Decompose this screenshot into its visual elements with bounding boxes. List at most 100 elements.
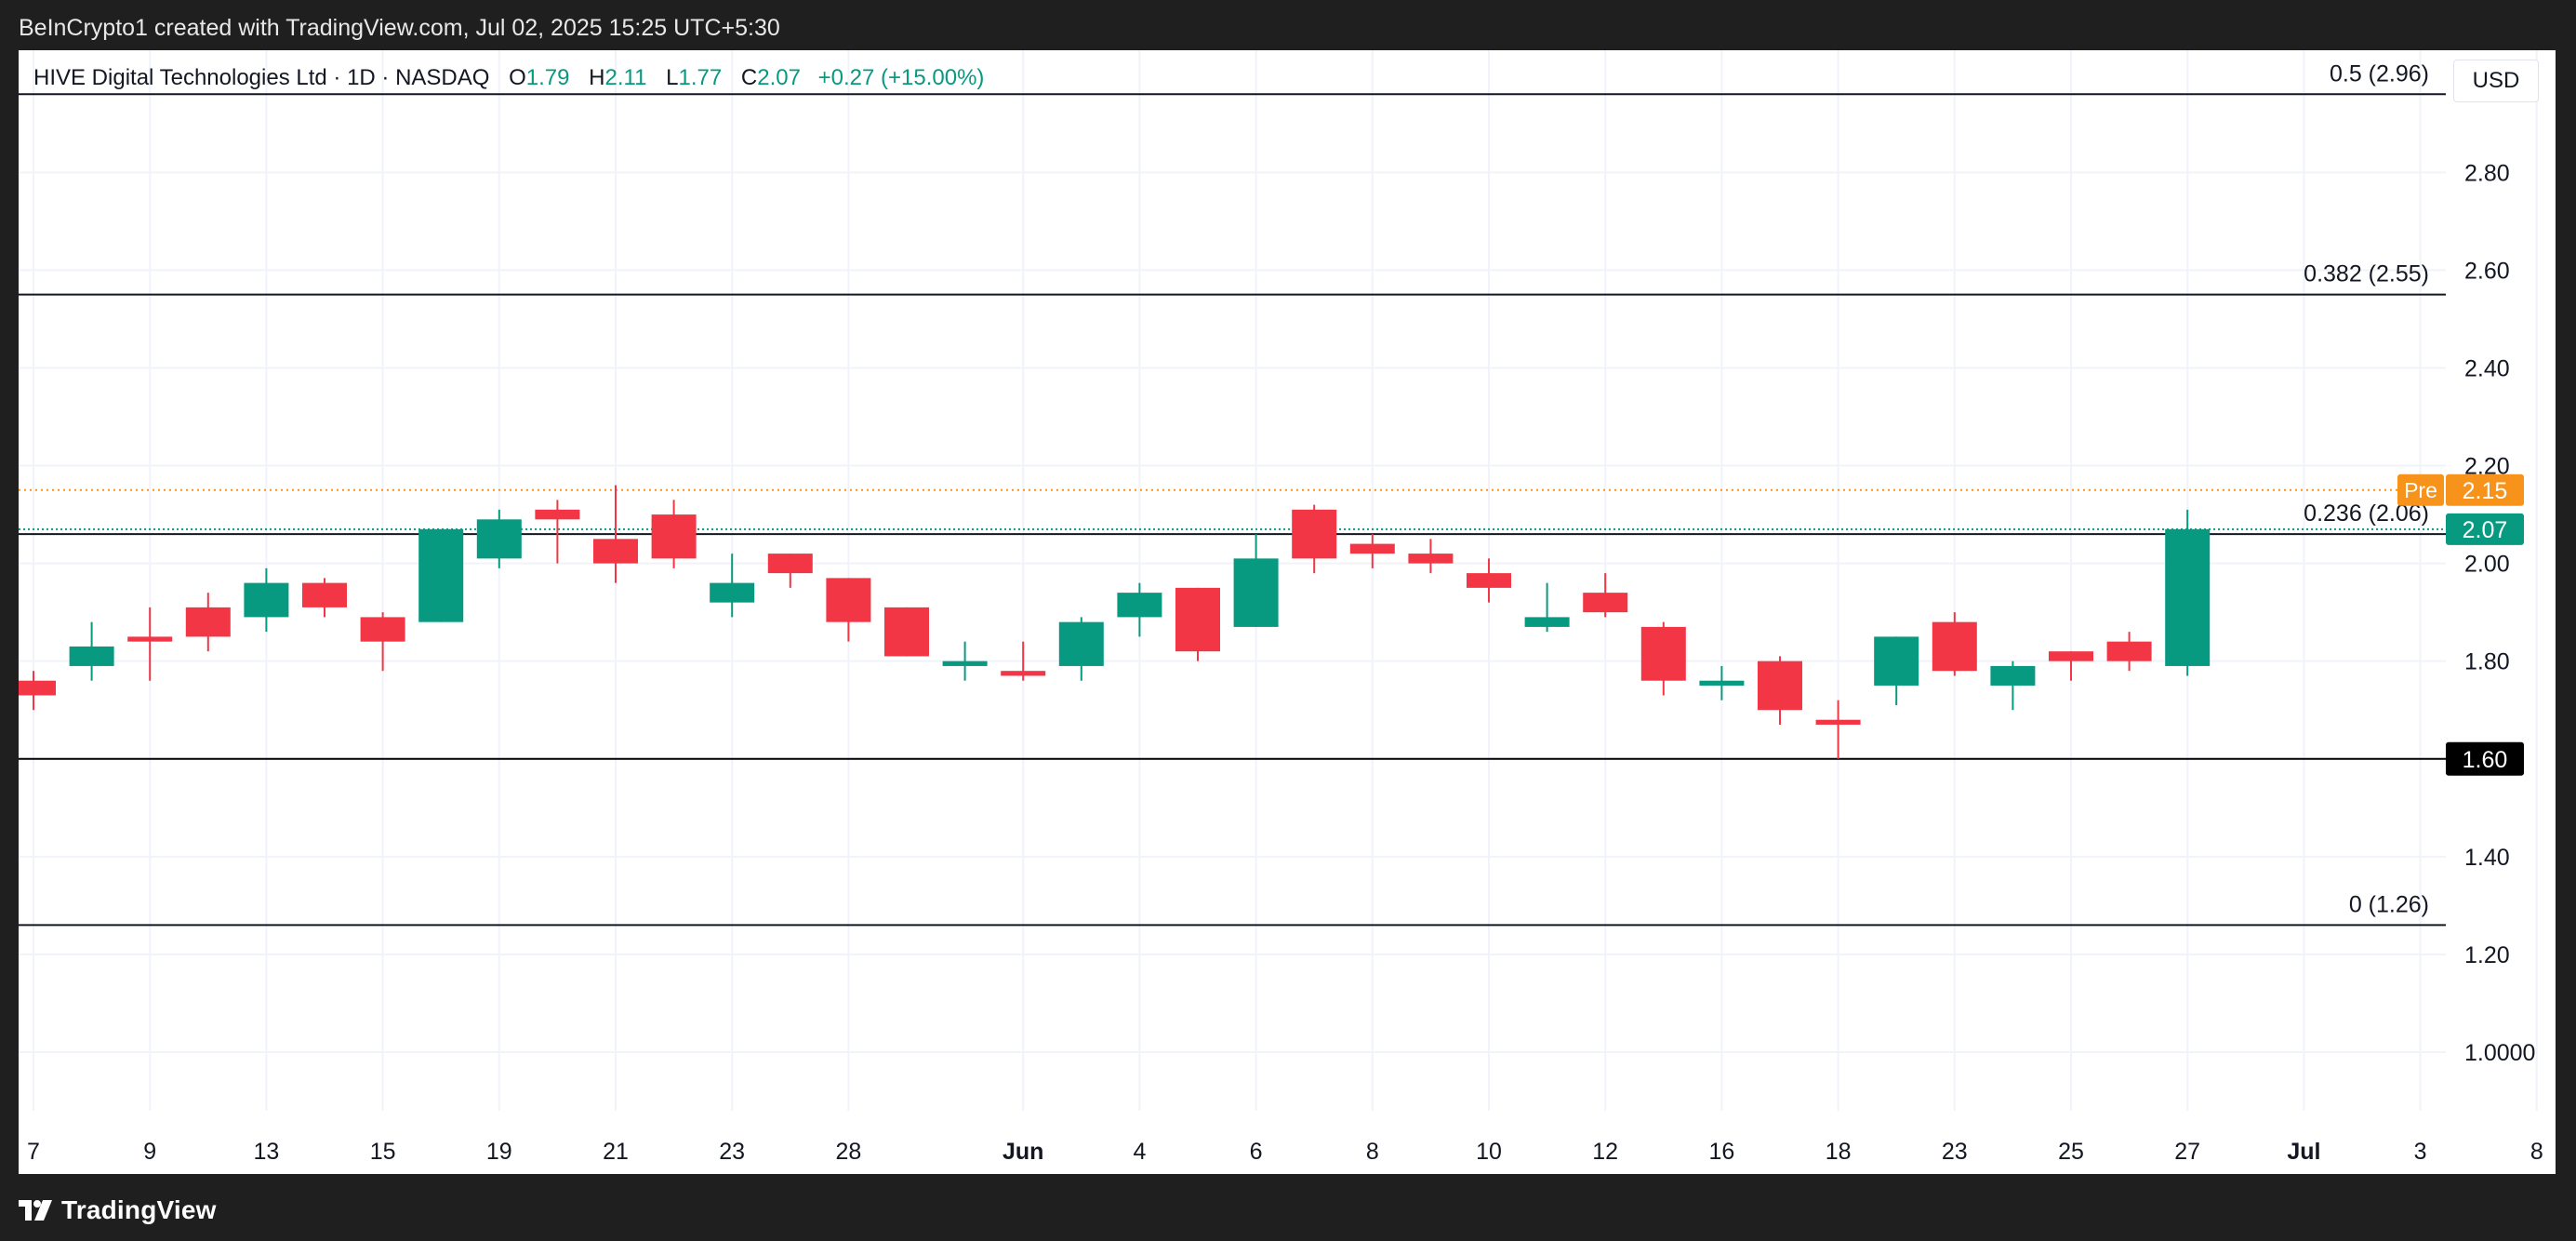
candle xyxy=(1001,641,1046,681)
candle-body xyxy=(185,607,231,637)
time-axis-label: 16 xyxy=(1708,1139,1734,1165)
price-axis-label: 1.0000 xyxy=(2464,1040,2535,1066)
candle xyxy=(942,641,988,681)
tradingview-logo-icon xyxy=(19,1200,52,1221)
grid-layer xyxy=(19,50,2538,1111)
time-axis-label: 18 xyxy=(1826,1139,1852,1165)
candle xyxy=(884,607,929,657)
candle xyxy=(1117,582,1162,637)
tradingview-brand-text: TradingView xyxy=(61,1195,217,1224)
candle xyxy=(1292,504,1337,574)
candle-body xyxy=(19,680,56,696)
time-axis-label: 15 xyxy=(370,1139,396,1165)
high-label: H xyxy=(589,65,605,90)
time-axis-label: 21 xyxy=(603,1139,629,1165)
candle-body xyxy=(1524,617,1570,627)
premarket-tag-box xyxy=(2397,474,2444,506)
candle xyxy=(1874,636,1919,705)
time-axis: 7 9 13 15 19 21 23 28 Jun 4 6 8 10 12 16 18 23 25 27 Jul 3 8 xyxy=(27,1139,2543,1165)
price-chart[interactable]: 0.5 (2.96)0.382 (2.55)0.236 (2.06)0 (1.2… xyxy=(19,50,2556,1174)
time-axis-label: 8 xyxy=(1366,1139,1379,1165)
price-axis-label: 1.40 xyxy=(2464,845,2510,871)
time-axis-label: Jun xyxy=(1003,1139,1043,1165)
time-axis-label: 28 xyxy=(835,1139,861,1165)
candle-body xyxy=(535,509,580,520)
close-label: C xyxy=(740,65,758,90)
candle xyxy=(2106,632,2152,672)
candle xyxy=(2049,651,2093,681)
candle xyxy=(127,607,173,681)
tradingview-logo[interactable]: TradingView xyxy=(19,1195,217,1224)
candle-body xyxy=(1117,593,1162,618)
time-axis-label: 10 xyxy=(1476,1139,1502,1165)
candle xyxy=(767,554,813,588)
candle xyxy=(2165,509,2211,676)
change-value: +0.27 (+15.00%) xyxy=(817,65,985,90)
chart-panel[interactable]: 0.5 (2.96) 0.382 (2.55) 0.236 (2.06) 0 (1.2… xyxy=(19,50,2556,1174)
time-axis-label: 23 xyxy=(1942,1139,1968,1165)
high-value: 2.11 xyxy=(604,65,647,90)
time-axis-label: 3 xyxy=(2414,1139,2427,1165)
candle xyxy=(1467,558,1511,603)
time-axis-label: 7 xyxy=(27,1139,40,1165)
candle xyxy=(1583,573,1628,618)
candle-body xyxy=(1175,587,1220,652)
candle xyxy=(302,578,347,618)
price-axis-label: 2.80 xyxy=(2464,160,2510,186)
low-label: L xyxy=(666,65,679,90)
candle-body xyxy=(1640,626,1686,681)
candle-body xyxy=(593,539,638,564)
candle-body xyxy=(2106,641,2152,661)
candle-body xyxy=(767,554,813,574)
time-axis-label: 12 xyxy=(1592,1139,1618,1165)
candle-body xyxy=(1699,680,1745,686)
time-axis-label: 23 xyxy=(719,1139,745,1165)
price-axis-label: 2.00 xyxy=(2464,552,2510,578)
candle-body xyxy=(1932,621,1977,672)
candle xyxy=(1990,661,2036,711)
price-axis-label: 2.60 xyxy=(2464,258,2510,284)
candle-body xyxy=(942,661,988,666)
time-axis-label: 19 xyxy=(486,1139,512,1165)
time-axis-label: 6 xyxy=(1250,1139,1263,1165)
candle-body xyxy=(1467,573,1511,588)
premarket-price-label: 2.15 xyxy=(2463,478,2508,504)
candle-body xyxy=(884,607,929,657)
candle xyxy=(418,528,464,622)
candle xyxy=(1349,534,1395,568)
candle xyxy=(1408,539,1454,574)
candle xyxy=(1815,700,1861,759)
candle-body xyxy=(476,519,522,559)
open-value: 1.79 xyxy=(525,65,570,90)
candle-body xyxy=(244,582,289,618)
price-axis-label: 2.40 xyxy=(2464,355,2510,381)
candle xyxy=(476,509,522,568)
currency-selector[interactable]: USD xyxy=(2453,60,2539,102)
candle-body xyxy=(1349,543,1395,554)
price-axis: 2.802.602.402.202.001.801.401.201.00001.… xyxy=(2397,160,2535,1066)
bottom-bar: TradingView xyxy=(0,1174,2576,1241)
candle xyxy=(651,500,697,568)
candle-body xyxy=(2049,651,2093,661)
candle-body xyxy=(1990,665,2036,686)
attribution-text: BeInCrypto1 created with TradingView.com… xyxy=(19,15,780,41)
candle xyxy=(360,612,405,672)
candle xyxy=(710,554,755,618)
fib-level-label: 0.5 (2.96) xyxy=(2330,60,2429,87)
candle-body xyxy=(651,514,697,559)
support-price-label: 1.60 xyxy=(2463,747,2508,773)
candle-body xyxy=(710,582,755,603)
candle-body xyxy=(302,582,347,607)
price-axis-label: 1.20 xyxy=(2464,942,2510,968)
candle xyxy=(1058,617,1104,681)
candle-body xyxy=(69,646,114,666)
candle-body xyxy=(1058,621,1104,666)
candle-body xyxy=(1408,554,1454,564)
symbol-title: HIVE Digital Technologies Ltd · 1D · NAS… xyxy=(33,65,490,90)
candle xyxy=(69,621,114,681)
low-value: 1.77 xyxy=(678,65,723,90)
time-axis-label: 4 xyxy=(1133,1139,1146,1165)
top-bar: BeInCrypto1 created with TradingView.com… xyxy=(0,0,2576,50)
candle xyxy=(1932,612,1977,676)
price-axis-label: 1.80 xyxy=(2464,649,2510,675)
